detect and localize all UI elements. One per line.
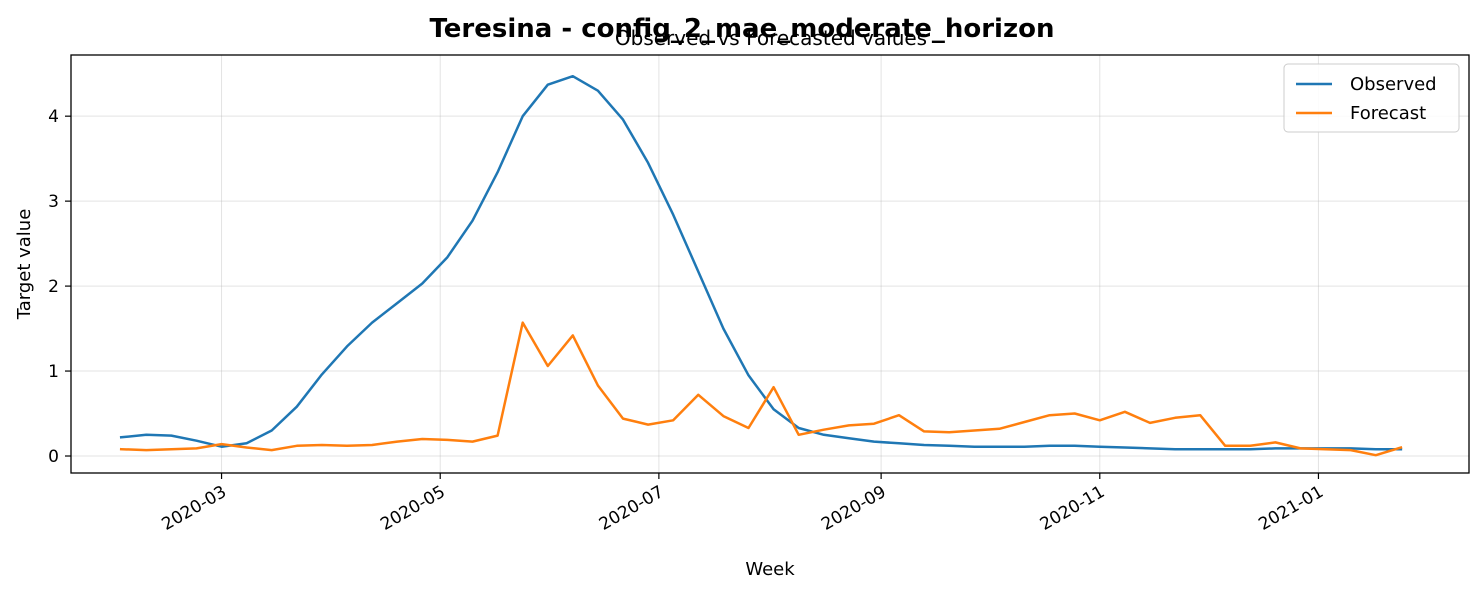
x-tick-label: 2021-01 <box>1255 482 1327 535</box>
y-axis: 0 1 2 3 4 <box>48 107 71 467</box>
x-axis-label: Week <box>745 559 795 580</box>
x-tick-label: 2020-09 <box>818 482 890 535</box>
chart-suptitle: Teresina - config_2_mae_moderate_horizon <box>430 14 1055 44</box>
y-tick-label: 3 <box>48 192 59 212</box>
legend-label-forecast: Forecast <box>1350 103 1426 124</box>
chart-title: Observed vs Forecasted values <box>615 26 927 50</box>
legend: Observed Forecast <box>1283 63 1460 133</box>
x-tick-label: 2020-11 <box>1037 482 1109 535</box>
x-tick-label: 2020-05 <box>377 482 449 535</box>
y-tick-label: 4 <box>48 107 59 127</box>
grid-lines <box>71 55 1469 473</box>
y-tick-label: 1 <box>48 362 59 382</box>
plot-background <box>71 55 1469 473</box>
series-line-forecast <box>119 321 1403 457</box>
x-tick-label: 2020-07 <box>596 482 668 535</box>
y-tick-label: 2 <box>48 277 59 297</box>
x-tick-label: 2020-03 <box>159 482 231 535</box>
legend-label-observed: Observed <box>1350 74 1437 95</box>
series-layer <box>119 74 1403 457</box>
legend-box <box>1283 63 1460 133</box>
series-line-observed <box>119 74 1403 451</box>
x-axis: 2020-03 2020-05 2020-07 2020-09 2020-11 2021-… <box>159 473 1327 535</box>
y-axis-label: Target value <box>14 209 35 321</box>
y-tick-label: 0 <box>48 447 59 467</box>
plot-area <box>70 54 1470 474</box>
plot-frame <box>70 54 1470 474</box>
